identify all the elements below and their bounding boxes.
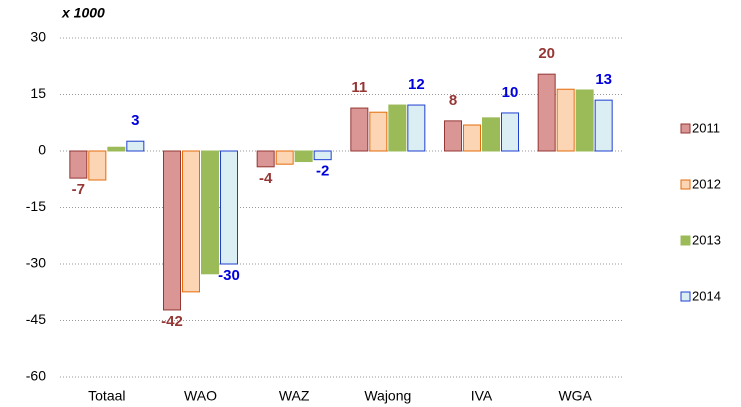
y-tick-label: 30 [30,29,46,45]
bar [163,150,181,311]
bar [463,124,481,152]
bar [388,104,407,152]
bar [256,150,275,168]
bar [88,150,107,181]
value-label: 3 [131,112,139,129]
x-tick-label: WAO [184,388,217,404]
bar [482,117,500,152]
bar [501,112,519,152]
bar [594,99,613,152]
value-label: 20 [538,45,555,62]
x-tick-label: WAZ [279,388,310,404]
value-label: 13 [595,71,612,88]
bar [294,150,313,163]
x-tick-label: Totaal [88,388,125,404]
y-tick-label: 15 [30,85,46,101]
bar [575,89,594,152]
x-tick-label: WGA [558,388,592,404]
y-tick-label: -15 [26,198,46,214]
legend-label: 2011 [692,120,720,135]
legend-swatch [680,291,691,302]
bar [126,140,145,152]
value-label: 11 [351,79,367,96]
x-tick-label: IVA [471,388,493,404]
legend-label: 2014 [692,288,721,303]
bar [69,150,88,179]
bar [201,150,219,275]
legend-swatch [680,235,691,246]
value-label: -4 [259,170,273,187]
chart-subtitle: x 1000 [61,5,105,21]
y-tick-label: 0 [38,142,46,158]
bar [537,73,556,152]
y-tick-label: -60 [26,368,46,384]
x-tick-label: Wajong [364,388,411,404]
value-label: -7 [72,181,85,198]
value-label: -30 [218,267,240,284]
legend-swatch [680,123,691,134]
value-label: -2 [316,163,329,180]
bar [313,150,332,161]
bar [107,146,126,152]
bar [220,150,238,265]
bar [556,88,575,152]
value-label: -42 [161,313,183,330]
value-label: 12 [408,76,425,93]
y-tick-label: -30 [26,255,46,271]
legend-swatch [680,179,691,190]
bar [444,120,462,152]
bar [275,150,294,165]
bar [369,111,388,152]
legend-label: 2013 [692,232,721,247]
bar [407,104,426,152]
y-tick-label: -45 [26,311,46,327]
bar [182,150,200,293]
value-label: 10 [502,84,519,101]
legend-label: 2012 [692,176,721,191]
value-label: 8 [449,92,457,109]
bar [350,107,369,152]
